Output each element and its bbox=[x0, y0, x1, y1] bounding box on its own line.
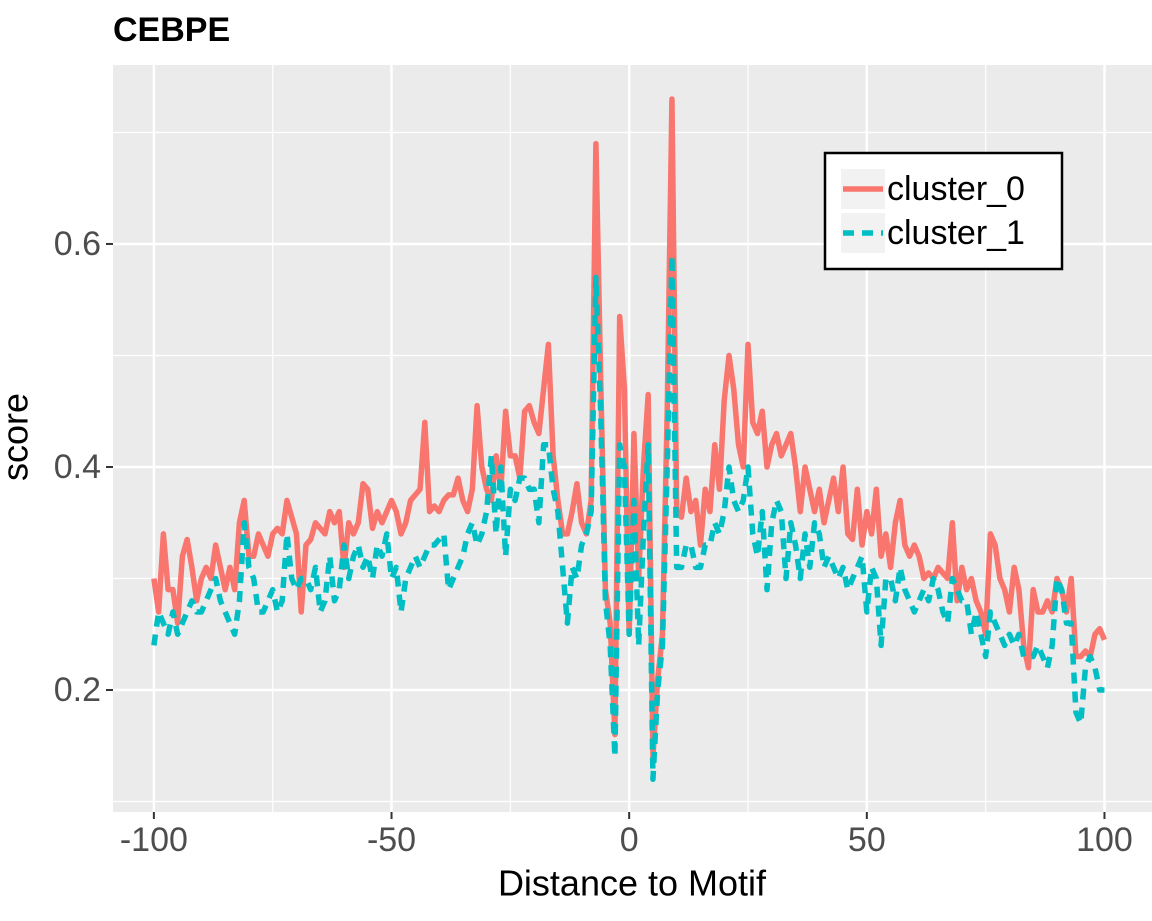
chart-title: CEBPE bbox=[113, 11, 230, 49]
axes: 0.2 0.4 0.6 -100 -50 0 50 100 bbox=[54, 225, 1133, 859]
y-tick-label: 0.4 bbox=[54, 448, 101, 486]
x-tick-label: -50 bbox=[367, 821, 416, 859]
series-line bbox=[151, 252, 1105, 782]
x-tick-label: -100 bbox=[120, 821, 188, 859]
x-tick-label: 100 bbox=[1076, 821, 1133, 859]
legend: cluster_0 cluster_1 bbox=[823, 151, 1064, 271]
legend-label: cluster_0 bbox=[887, 170, 1025, 208]
lines bbox=[151, 96, 1107, 782]
y-tick-label: 0.6 bbox=[54, 225, 101, 263]
y-tick-label: 0.2 bbox=[54, 671, 101, 709]
x-tick-label: 50 bbox=[848, 821, 886, 859]
legend-label: cluster_1 bbox=[887, 214, 1025, 252]
x-tick-label: 0 bbox=[620, 821, 639, 859]
y-axis-title: score bbox=[0, 393, 36, 481]
x-axis-title: Distance to Motif bbox=[498, 863, 767, 904]
